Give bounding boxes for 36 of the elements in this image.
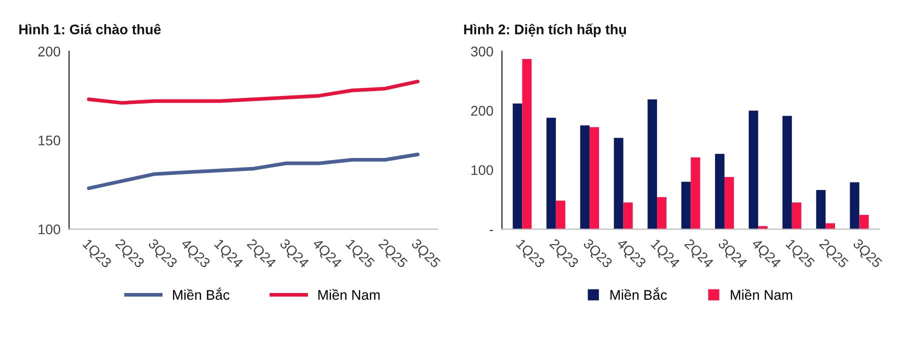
bar <box>792 202 802 230</box>
y-tick-label: 100 <box>38 224 60 234</box>
bar <box>715 154 724 230</box>
y-tick-label: 150 <box>38 136 60 146</box>
bar <box>859 214 869 230</box>
bar <box>748 110 758 230</box>
bar <box>690 157 700 230</box>
bar <box>850 182 860 230</box>
bar <box>522 59 532 230</box>
legend-label: Miền Nam <box>318 289 380 300</box>
bar <box>681 182 691 230</box>
bar <box>782 116 792 230</box>
bar <box>590 127 600 230</box>
bar <box>657 197 666 230</box>
bar <box>816 190 826 230</box>
legend-label: Miền Bắc <box>172 288 230 300</box>
line-series <box>87 80 420 105</box>
legend-label: Miền Nam <box>730 289 792 300</box>
bar <box>614 138 624 230</box>
bar <box>556 200 566 230</box>
legend-label: Miền Bắc <box>610 288 667 300</box>
bar <box>724 176 734 230</box>
chart-title: Hình 1: Giá chào thuê <box>19 24 161 34</box>
bar <box>826 223 836 230</box>
bar <box>580 125 590 230</box>
bar <box>546 118 556 230</box>
y-tick-label: 300 <box>470 46 494 56</box>
bar <box>648 99 658 230</box>
bar <box>512 103 522 230</box>
y-tick-label: 100 <box>472 165 494 176</box>
y-tick-label: 200 <box>38 46 60 56</box>
line-series <box>87 152 420 190</box>
bar <box>623 202 633 230</box>
y-tick-label: 200 <box>471 106 494 116</box>
chart-title: Hình 2: Diện tích hấp thụ <box>464 24 626 38</box>
y-tick-label: - <box>490 230 493 232</box>
